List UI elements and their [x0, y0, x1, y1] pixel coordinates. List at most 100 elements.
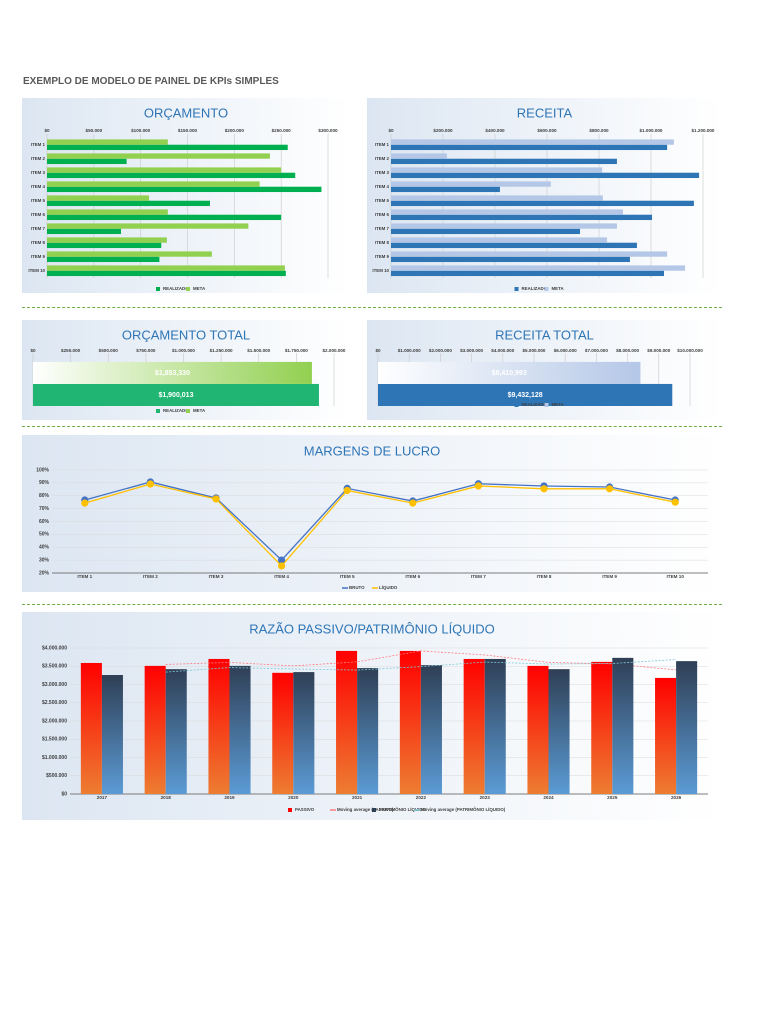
bar [165, 669, 187, 794]
x-tick-label: ITEM 9 [602, 574, 617, 579]
y-tick-label: ITEM 4 [31, 184, 46, 189]
x-tick-label: $500.000 [99, 348, 119, 353]
y-tick-label: ITEM 2 [375, 156, 390, 161]
chart-panel: MARGENS DE LUCRO 20% 30% 40% 50% 60% 70% 80% 90%… [22, 435, 722, 592]
legend-label: REALIZADO [163, 286, 189, 291]
bar [80, 662, 102, 794]
bar [33, 361, 312, 384]
x-tick-label: $0 [44, 128, 50, 133]
x-tick-label: $1.200.000 [692, 128, 715, 133]
bar [272, 672, 294, 794]
chart-title: RECEITA [517, 105, 573, 120]
x-tick-label: $400.000 [485, 128, 505, 133]
bar [47, 144, 288, 151]
x-tick-label: ITEM 8 [537, 574, 552, 579]
bar [47, 237, 167, 243]
y-tick-label: ITEM 6 [375, 212, 390, 217]
legend: REALIZADO META [514, 286, 565, 291]
x-tick-label: 2022 [416, 795, 427, 800]
bar [463, 658, 485, 794]
legend-label: PASSIVO [295, 807, 315, 812]
x-tick-label: $250.000 [272, 128, 292, 133]
bar [47, 200, 210, 207]
x-tick-label: ITEM 10 [667, 574, 685, 579]
bar [47, 228, 121, 235]
y-tick-label: ITEM 1 [375, 142, 390, 147]
legend: REALIZADO META [156, 408, 206, 413]
y-tick-label: ITEM 9 [31, 254, 46, 259]
y-tick-label: $3.500.000 [42, 664, 67, 670]
x-tick-label: $800.000 [589, 128, 609, 133]
legend-swatch [514, 287, 519, 291]
marker [409, 499, 417, 507]
x-tick-label: 2021 [352, 795, 363, 800]
x-tick-label: 2019 [224, 795, 235, 800]
bar [391, 186, 500, 193]
legend-label: BRUTO [349, 585, 365, 590]
chart-panel: RECEITA TOTAL $0 $1.000.000 $2.000.000 $3.00… [367, 320, 722, 420]
legend-swatch [544, 403, 549, 407]
y-tick-label: ITEM 5 [375, 198, 390, 203]
bar [391, 158, 617, 165]
chart-title: MARGENS DE LUCRO [304, 443, 441, 458]
x-tick-label: 2026 [671, 795, 682, 800]
x-tick-label: $300.000 [318, 128, 338, 133]
y-tick-label: ITEM 1 [31, 142, 46, 147]
marker [278, 562, 286, 570]
bar [101, 675, 123, 794]
y-tick-label: ITEM 4 [375, 184, 390, 189]
x-tick-label: $6.000.000 [554, 348, 577, 353]
bar [47, 223, 249, 229]
x-tick-label: ITEM 4 [274, 574, 289, 579]
x-tick-label: $1.750.000 [285, 348, 308, 353]
bar [612, 657, 634, 794]
x-tick-label: ITEM 5 [340, 574, 355, 579]
y-tick-label: 20% [39, 570, 50, 576]
line [84, 483, 676, 567]
x-tick-label: ITEM 1 [77, 574, 92, 579]
legend-swatch [372, 808, 376, 812]
x-tick-label: $0 [30, 348, 36, 353]
bar [676, 661, 698, 794]
legend-label: Moving average (PASSIVO) [337, 807, 394, 812]
y-tick-label: 80% [39, 493, 50, 499]
y-tick-label: ITEM 10 [372, 268, 389, 273]
y-tick-label: 60% [39, 519, 50, 525]
y-tick-label: ITEM 2 [31, 156, 46, 161]
y-tick-label: $3.000.000 [42, 682, 67, 688]
y-tick-label: $2.500.000 [42, 700, 67, 706]
bar [293, 672, 315, 794]
x-tick-label: $200.000 [225, 128, 245, 133]
y-tick-label: $0 [61, 791, 67, 797]
x-tick-label: ITEM 6 [405, 574, 420, 579]
bar [391, 195, 603, 201]
page-title: EXEMPLO DE MODELO DE PAINEL DE KPIs SIMP… [23, 76, 279, 87]
x-tick-label: $3.000.000 [460, 348, 483, 353]
x-tick-label: 2025 [607, 795, 618, 800]
x-tick-label: $1.000.000 [398, 348, 421, 353]
x-tick-label: $1.000.000 [640, 128, 663, 133]
bar [391, 214, 653, 221]
marker [671, 498, 679, 506]
x-tick-label: $10.000.000 [677, 348, 703, 353]
bar [391, 139, 674, 145]
legend: REALIZADO META [156, 286, 206, 291]
marker [212, 495, 220, 503]
bar [47, 265, 285, 271]
x-tick-label: $150.000 [178, 128, 198, 133]
bar [357, 668, 379, 794]
legend-swatch [544, 287, 549, 291]
bar [391, 223, 617, 229]
legend-label: META [552, 286, 565, 291]
bar [47, 195, 150, 201]
x-tick-label: $1.500.000 [247, 348, 270, 353]
x-tick-label: 2023 [480, 795, 491, 800]
chart-panel: RECEITA $0 $200.000 $400.000 $600.000 $800.00… [367, 98, 722, 293]
y-tick-label: ITEM 9 [375, 254, 390, 259]
chart-panel: ORÇAMENTO TOTAL $0 $250.000 $500.000 $750.00… [22, 320, 350, 420]
y-tick-label: ITEM 7 [31, 226, 46, 231]
bar [391, 251, 668, 257]
x-tick-label: $2.000.000 [429, 348, 452, 353]
y-tick-label: ITEM 3 [375, 170, 390, 175]
